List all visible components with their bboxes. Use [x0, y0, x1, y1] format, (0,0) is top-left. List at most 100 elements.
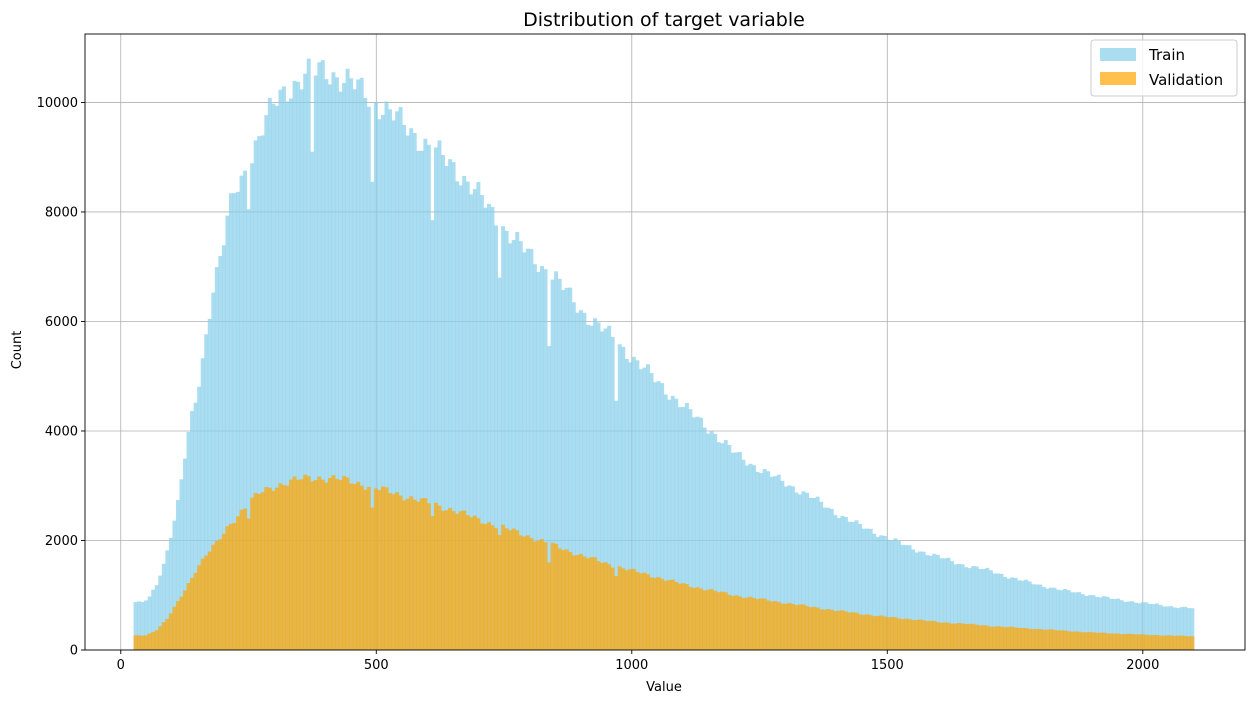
histogram-bar — [232, 193, 237, 651]
histogram-bar — [296, 81, 301, 651]
histogram-bar — [897, 618, 901, 650]
histogram-bar — [713, 590, 718, 650]
histogram-bar — [967, 623, 972, 650]
histogram-bar — [384, 487, 389, 650]
histogram-bar — [370, 507, 375, 650]
histogram-bar — [946, 622, 951, 650]
histogram-bar — [274, 105, 279, 651]
histogram-bar — [197, 565, 202, 650]
histogram-bar — [289, 479, 293, 650]
histogram-bar — [1102, 632, 1106, 650]
histogram-bar — [444, 510, 449, 650]
histogram-bar — [486, 203, 491, 650]
histogram-bar — [1133, 634, 1138, 650]
x-tick-label: 1000 — [615, 658, 648, 673]
histogram-bar — [808, 607, 813, 650]
histogram-bar — [571, 302, 576, 650]
histogram-bar — [409, 496, 414, 650]
histogram-bar — [928, 620, 933, 650]
histogram-bar — [1080, 594, 1085, 650]
histogram-bar — [320, 60, 325, 651]
histogram-bar — [331, 475, 336, 650]
histogram-bar — [847, 612, 852, 650]
histogram-bar — [745, 465, 749, 650]
y-tick-label: 0 — [70, 644, 78, 659]
histogram-bar — [1094, 596, 1099, 650]
histogram-bar — [656, 381, 661, 650]
histogram-bar — [486, 522, 491, 650]
histogram-bar — [568, 287, 573, 650]
histogram-bar — [762, 469, 767, 650]
histogram-bar — [1073, 631, 1078, 650]
histogram-bar — [455, 513, 460, 650]
histogram-bar — [335, 478, 339, 650]
histogram-bar — [338, 479, 343, 650]
histogram-bar — [783, 603, 788, 650]
histogram-bar — [755, 599, 760, 650]
histogram-bar — [663, 580, 668, 650]
histogram-bar — [642, 367, 647, 650]
histogram-bar — [1070, 631, 1075, 650]
histogram-bar — [865, 614, 870, 650]
histogram-bar — [978, 569, 983, 650]
x-tick-label: 0 — [117, 658, 125, 673]
histogram-bar — [303, 73, 308, 650]
histogram-bar — [402, 500, 407, 650]
histogram-bar — [1169, 635, 1174, 650]
histogram-bar — [391, 120, 396, 650]
histogram-bar — [529, 538, 534, 650]
histogram-bar — [515, 231, 520, 650]
histogram-bar — [773, 476, 778, 650]
histogram-bar — [1087, 631, 1092, 650]
histogram-bar — [140, 635, 145, 650]
histogram-bar — [879, 615, 884, 650]
histogram-bar — [349, 483, 354, 650]
histogram-bar — [200, 558, 205, 650]
histogram-bar — [638, 573, 643, 650]
histogram-bar — [250, 163, 255, 650]
histogram-bar — [342, 82, 347, 651]
histogram-bar — [151, 589, 156, 650]
histogram-bar — [858, 614, 863, 650]
histogram-bar — [1003, 627, 1007, 650]
histogram-bar — [649, 577, 654, 650]
histogram-bar — [646, 364, 650, 650]
histogram-bar — [585, 558, 590, 650]
histogram-bar — [578, 310, 583, 650]
histogram-bar — [522, 536, 527, 650]
histogram-bar — [243, 508, 248, 650]
histogram-bar — [759, 473, 764, 650]
histogram-bar — [1179, 607, 1184, 650]
histogram-bar — [547, 562, 552, 650]
histogram-bar — [172, 520, 177, 650]
histogram-bar — [257, 136, 262, 650]
histogram-bar — [1140, 634, 1145, 650]
histogram-bar — [221, 245, 226, 650]
histogram-bar — [759, 598, 764, 650]
histogram-bar — [214, 267, 219, 650]
x-tick-label: 500 — [364, 658, 389, 673]
histogram-bar — [267, 487, 272, 650]
histogram-bar — [935, 554, 940, 650]
histogram-bar — [317, 62, 322, 650]
histogram-bar — [568, 551, 573, 650]
histogram-bar — [596, 322, 601, 650]
histogram-bar — [154, 630, 159, 650]
histogram-bar — [801, 604, 806, 650]
histogram-bar — [836, 610, 841, 650]
histogram-bar — [207, 318, 212, 650]
histogram-bar — [324, 79, 329, 650]
histogram-bar — [851, 521, 855, 650]
histogram-bar — [1137, 603, 1142, 650]
histogram-bar — [769, 601, 774, 650]
histogram-bar — [419, 498, 424, 650]
histogram-bar — [433, 502, 438, 650]
y-tick-label: 6000 — [45, 315, 78, 330]
histogram-bar — [1073, 592, 1078, 650]
histogram-bar — [737, 452, 742, 650]
histogram-bar — [557, 278, 562, 650]
histogram-bar — [1027, 581, 1032, 650]
histogram-bar — [1010, 577, 1015, 650]
histogram-bar — [1183, 635, 1188, 650]
histogram-bar — [805, 492, 810, 650]
